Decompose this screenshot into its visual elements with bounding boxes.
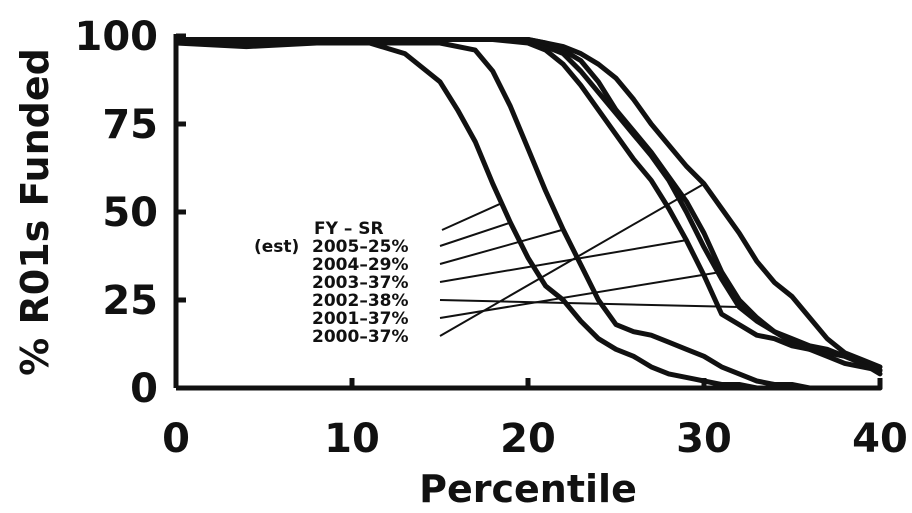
y-tick-label: 100 — [75, 14, 159, 60]
y-tick-label: 0 — [130, 366, 158, 412]
x-axis-label: Percentile — [419, 467, 637, 511]
y-tick-label: 25 — [102, 278, 158, 324]
legend-entry: 2000–37% — [312, 327, 409, 347]
legend-leader-line — [441, 202, 503, 231]
x-tick-label: 0 — [162, 416, 190, 462]
legend-leader-line — [439, 299, 740, 309]
legend-header: FY – SR — [314, 219, 384, 239]
legend: FY – SR (est) 2005–25%2004–29%2003–37%20… — [254, 219, 409, 347]
legend-leader-line — [439, 182, 705, 337]
legend-entry: 2004–29% — [312, 255, 409, 275]
x-tick-label: 10 — [324, 416, 380, 462]
series-lines — [173, 37, 883, 391]
legend-leader-line — [439, 270, 722, 319]
x-tick-label: 20 — [500, 416, 556, 462]
axes — [173, 33, 883, 391]
legend-entry: 2001–37% — [312, 309, 409, 329]
y-tick-label: 75 — [102, 102, 158, 148]
legend-leader-line — [439, 228, 564, 265]
y-tick-label: 50 — [102, 190, 158, 236]
legend-leader-line — [439, 221, 511, 247]
legend-leader-lines — [439, 182, 740, 337]
series-line — [173, 37, 883, 373]
series-line — [173, 37, 883, 373]
tick-labels: 0 10 20 30 40 0 25 50 75 100 — [75, 14, 908, 462]
legend-entry: 2002–38% — [312, 291, 409, 311]
legend-entry: 2005–25% — [312, 237, 409, 257]
series-line — [173, 37, 883, 377]
x-tick-label: 40 — [852, 416, 908, 462]
legend-entry: 2003–37% — [312, 273, 409, 293]
x-tick-label: 30 — [676, 416, 732, 462]
series-line — [173, 37, 883, 370]
series-line — [173, 40, 883, 391]
legend-leader-line — [439, 239, 687, 283]
y-axis-label: % R01s Funded — [13, 48, 57, 376]
legend-est-label: (est) — [254, 237, 299, 257]
